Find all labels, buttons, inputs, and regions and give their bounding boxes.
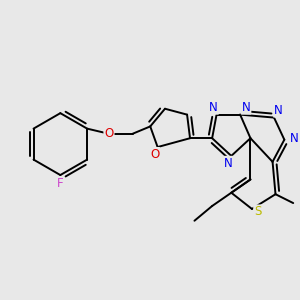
Text: S: S	[254, 206, 262, 218]
Text: O: O	[104, 127, 114, 140]
Text: N: N	[209, 101, 218, 114]
Text: O: O	[150, 148, 159, 161]
Text: N: N	[274, 104, 283, 117]
Text: N: N	[290, 132, 299, 145]
Text: F: F	[57, 177, 64, 190]
Text: N: N	[242, 101, 250, 114]
Text: N: N	[224, 157, 233, 170]
